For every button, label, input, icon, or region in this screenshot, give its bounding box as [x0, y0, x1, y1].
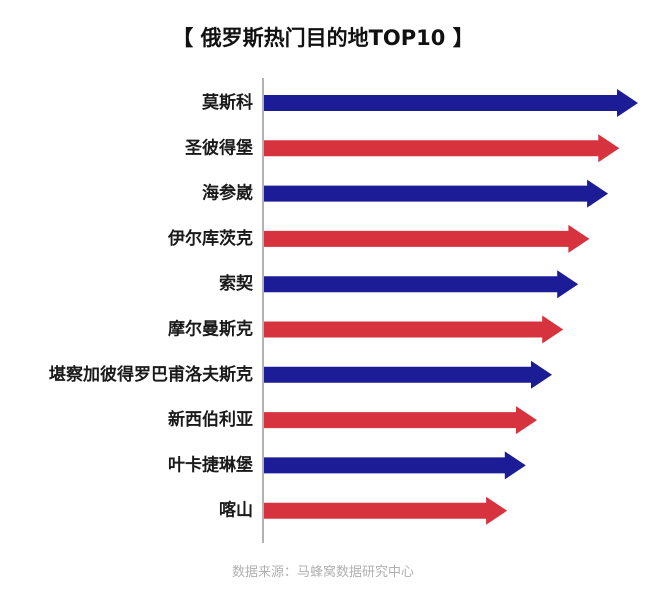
category-label-2: 圣彼得堡	[185, 137, 253, 158]
bar-6	[264, 315, 564, 344]
category-label-1: 莫斯科	[201, 92, 253, 113]
bar-5	[264, 270, 579, 299]
chart-title: 【 俄罗斯热门目的地TOP10 】	[172, 26, 474, 50]
bar-3	[264, 179, 609, 208]
category-label-5: 索契	[219, 273, 254, 294]
category-label-4: 伊尔库茨克	[167, 228, 253, 249]
category-label-10: 喀山	[219, 500, 253, 521]
bar-7	[264, 360, 552, 389]
category-label-9: 叶卡捷琳堡	[168, 454, 253, 475]
category-label-8: 新西伯利亚	[168, 409, 253, 430]
bar-8	[264, 406, 537, 435]
bar-10	[264, 496, 508, 525]
category-label-3: 海参崴	[202, 183, 253, 204]
category-label-7: 堪察加彼得罗巴甫洛夫斯克	[49, 364, 253, 385]
bar-9	[264, 451, 526, 480]
category-label-6: 摩尔曼斯克	[168, 319, 253, 340]
bar-2	[264, 134, 620, 163]
bar-1	[264, 89, 638, 117]
chart-source: 数据来源：马蜂窝数据研究中心	[231, 565, 414, 580]
bar-4	[264, 224, 590, 253]
